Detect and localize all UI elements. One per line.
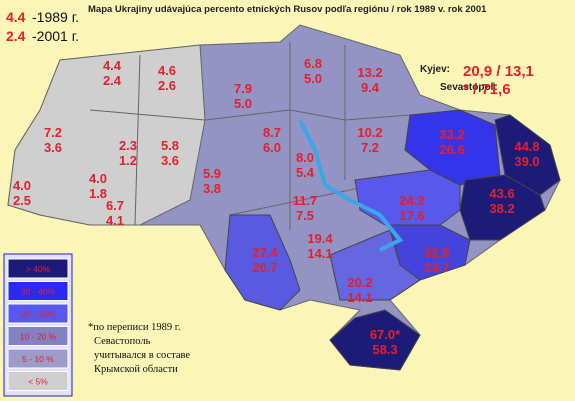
region-2001: 14.1 — [347, 290, 372, 305]
legend-label: 30 - 40% — [21, 287, 55, 297]
region-1989: 19.4 — [307, 231, 333, 246]
region-1989: 13.2 — [357, 65, 382, 80]
region-dnipro — [354, 169, 461, 226]
city-name: Sevastopoľ: — [440, 82, 498, 93]
region-1989: 7.2 — [44, 125, 62, 140]
region-2001: 1.2 — [119, 153, 137, 168]
region-1989: 2.3 — [119, 138, 137, 153]
legend-swatch — [7, 303, 69, 324]
legend: > 40% 30 - 40% 20 - 30% 10 - 20 % 5 - 10 % < … — [7, 258, 69, 391]
title: Mapa Ukrajiny udávajúca percento etnický… — [88, 4, 487, 15]
region-2001: 1.8 — [89, 186, 107, 201]
region-1989: 6.7 — [106, 198, 124, 213]
region-1989: 24.2 — [399, 193, 424, 208]
footnote-line: Крымской области — [94, 364, 178, 375]
region-1989: 44.8 — [514, 139, 539, 154]
region-2001: 6.0 — [263, 140, 281, 155]
region-2001: 39.0 — [514, 154, 539, 169]
region-1989: 10.2 — [357, 125, 382, 140]
footnote-line: учитывался в составе — [94, 350, 190, 361]
region-labels: 4.42.44.62.6 7.95.06.85.0 13.29.47.23.6 2.3… — [13, 56, 540, 357]
legend-label: > 40% — [26, 264, 51, 274]
region-2001: 2.6 — [158, 78, 176, 93]
region-2001: 26.6 — [439, 142, 464, 157]
region-2001: 17.6 — [399, 208, 424, 223]
region-2001: 3.6 — [161, 153, 179, 168]
region-1989: 7.9 — [234, 81, 252, 96]
city-name: Kyjev: — [420, 64, 450, 75]
region-donetsk — [459, 174, 546, 241]
region-1989: 33.2 — [439, 127, 464, 142]
region-2001: 7.2 — [361, 140, 379, 155]
region-1989: 4.0 — [89, 171, 107, 186]
legend-label: 5 - 10 % — [22, 354, 54, 364]
legend-swatch — [7, 258, 69, 279]
region-2001: 14.1 — [307, 246, 332, 261]
region-1989: 5.9 — [203, 166, 221, 181]
region-1989: 8.0 — [296, 150, 314, 165]
region-1989: 8.7 — [263, 125, 281, 140]
region-1989: 5.8 — [161, 138, 179, 153]
region-1989: 6.8 — [304, 56, 322, 71]
region-1989: 43.6 — [489, 186, 514, 201]
key-label: -1989 г. — [32, 9, 79, 25]
region-2001: 3.6 — [44, 140, 62, 155]
footnote: *по переписи 1989 г. Севастополь учитывалс… — [88, 322, 190, 375]
region-2001: 7.5 — [296, 208, 314, 223]
region-2001: 20.7 — [252, 260, 277, 275]
region-1989: 67.0* — [370, 327, 401, 342]
west-regions — [7, 44, 206, 226]
region-2001: 9.4 — [361, 80, 380, 95]
legend-swatch — [7, 281, 69, 301]
legend-swatch — [7, 348, 69, 369]
region-2001: 5.4 — [296, 165, 315, 180]
region-1989: 4.0 — [13, 178, 31, 193]
borders — [89, 42, 411, 230]
region-1989: 20.2 — [347, 275, 372, 290]
city-values: 20,9 / 13,1 — [463, 63, 534, 80]
key-label: -2001 г. — [32, 28, 79, 44]
region-1989: 4.6 — [158, 63, 176, 78]
legend-swatch — [7, 326, 69, 346]
region-odesa — [224, 214, 301, 311]
region-2001: 58.3 — [372, 342, 397, 357]
region-2001: 5.0 — [234, 96, 252, 111]
legend-swatch — [7, 371, 69, 391]
region-crimea — [329, 309, 421, 371]
city-values: * / 71,6 — [463, 81, 511, 98]
region-2001: 5.0 — [304, 71, 322, 86]
region-1989: 32.8 — [424, 245, 449, 260]
region-2001: 38.2 — [489, 201, 514, 216]
region-2001: 2.4 — [103, 73, 122, 88]
legend-label: < 5% — [28, 377, 48, 387]
footnote-line: Севастополь — [94, 336, 151, 347]
key-value: 4.4 — [6, 9, 26, 25]
region-1989: 11.7 — [293, 193, 318, 208]
region-1989: 27.4 — [252, 245, 278, 260]
region-2001: 3.8 — [203, 181, 221, 196]
region-2001: 4.1 — [106, 213, 124, 228]
key: 4.4 -1989 г. 2.4 -2001 г. — [6, 9, 79, 44]
region-2001: 2.5 — [13, 193, 31, 208]
footnote-line: *по переписи 1989 г. — [88, 322, 180, 333]
region-1989: 4.4 — [103, 58, 122, 73]
cities: Kyjev: 20,9 / 13,1 Sevastopoľ:* / 71,6 — [420, 63, 534, 98]
region-2001: 24.7 — [424, 260, 449, 275]
key-value: 2.4 — [6, 28, 26, 44]
legend-label: 20 - 30% — [21, 309, 55, 319]
river — [298, 119, 404, 252]
legend-label: 10 - 20 % — [20, 332, 57, 342]
